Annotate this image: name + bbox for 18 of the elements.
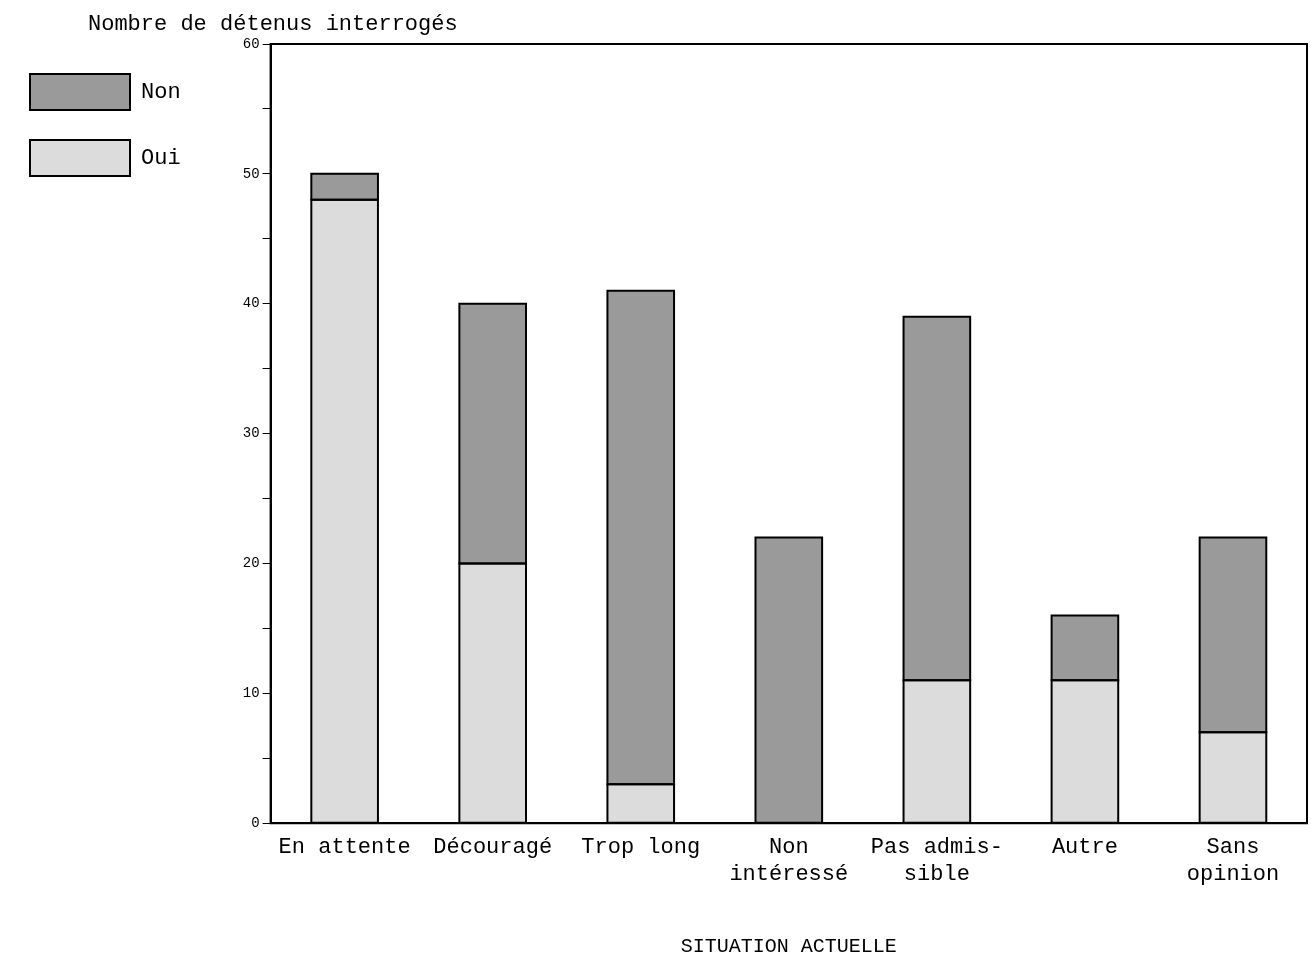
legend-label: Oui (141, 145, 181, 171)
y-tick-label: 60 (242, 35, 260, 52)
y-axis-title: Nombre de détenus interrogés (88, 12, 458, 37)
y-tick-label: 40 (242, 295, 260, 312)
legend-label: Non (141, 79, 181, 105)
y-tick-label: 50 (242, 165, 260, 182)
y-tick-label: 30 (242, 425, 260, 442)
x-tick-label: Autre (1051, 835, 1118, 861)
y-tick-label: 20 (242, 555, 260, 572)
x-axis-title: SITUATION ACTUELLE (680, 935, 897, 959)
y-tick-label: 10 (242, 685, 260, 702)
x-tick-label: Sans opinion (1186, 835, 1280, 887)
x-tick-label: Découragé (433, 835, 553, 861)
y-tick-label: 0 (251, 814, 260, 831)
x-tick-label: Non intéressé (729, 835, 849, 887)
x-tick-label: En attente (278, 835, 411, 861)
x-tick-label: Trop long (581, 835, 701, 861)
x-tick-label: Pas admis- sible (870, 835, 1003, 887)
